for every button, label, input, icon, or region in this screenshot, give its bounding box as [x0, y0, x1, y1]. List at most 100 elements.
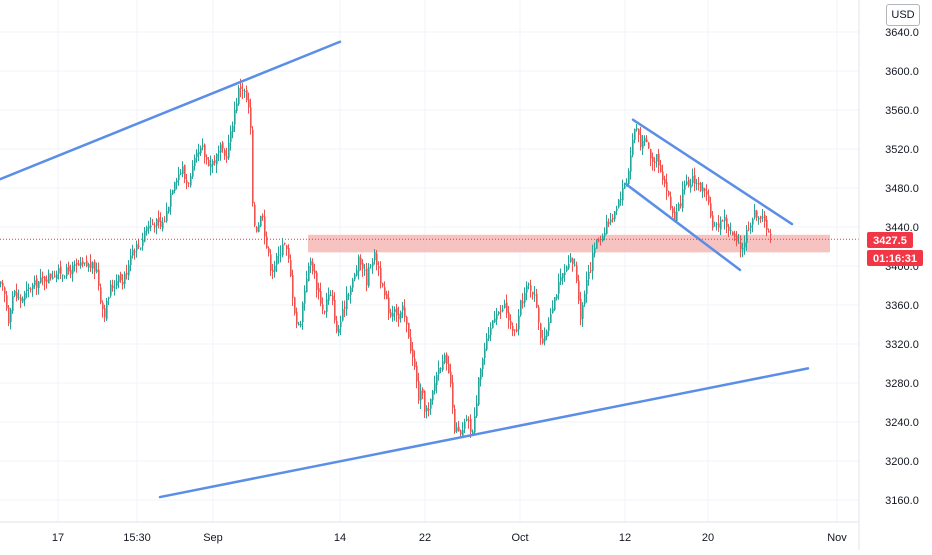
candle-down — [208, 159, 210, 167]
candle-up — [420, 390, 422, 401]
candle-up — [488, 334, 490, 339]
candle-up — [168, 206, 170, 212]
candle-down — [580, 298, 582, 320]
candle-up — [628, 170, 630, 185]
candle-down — [296, 311, 298, 325]
candle-up — [374, 252, 376, 261]
candle-up — [58, 267, 60, 274]
candle-down — [50, 273, 52, 278]
candle-up — [754, 210, 756, 218]
candle-up — [326, 299, 328, 312]
candle-down — [378, 266, 380, 269]
candle-down — [376, 253, 378, 266]
candle-down — [122, 281, 124, 285]
candle-up — [38, 281, 40, 289]
candle-up — [22, 298, 24, 302]
candle-up — [692, 175, 694, 184]
candle-up — [354, 274, 356, 280]
candle-down — [4, 287, 6, 295]
candle-up — [234, 109, 236, 125]
candle-down — [654, 161, 656, 163]
candle-up — [434, 383, 436, 391]
candle-up — [550, 314, 552, 323]
candle-up — [678, 204, 680, 211]
price-axis[interactable]: 3640.03600.03560.03520.03480.03440.03400… — [885, 27, 919, 507]
candle-up — [172, 190, 174, 195]
candle-up — [464, 421, 466, 429]
candle-up — [548, 322, 550, 331]
candle-down — [598, 239, 600, 241]
candle-up — [142, 239, 144, 246]
candle-up — [108, 297, 110, 300]
candle-up — [490, 327, 492, 335]
candle-up — [162, 222, 164, 229]
candle-up — [194, 157, 196, 167]
candle-up — [596, 239, 598, 249]
candle-up — [192, 166, 194, 177]
candle-up — [128, 264, 130, 276]
candle-up — [518, 315, 520, 330]
candle-up — [440, 368, 442, 370]
candle-up — [392, 313, 394, 317]
candle-up — [588, 272, 590, 280]
time-tick-label: 15:30 — [123, 532, 151, 544]
candle-down — [388, 297, 390, 314]
candle-up — [26, 289, 28, 292]
candles-layer — [0, 78, 772, 438]
candle-up — [302, 302, 304, 323]
candle-down — [406, 316, 408, 325]
candle-up — [372, 262, 374, 267]
candle-up — [278, 254, 280, 256]
candle-up — [562, 273, 564, 279]
candle-up — [218, 150, 220, 153]
candle-down — [538, 307, 540, 323]
candle-up — [560, 277, 562, 282]
candle-down — [410, 337, 412, 352]
candle-down — [16, 292, 18, 299]
candle-up — [432, 390, 434, 401]
time-tick-label: Oct — [511, 532, 528, 544]
candle-down — [512, 325, 514, 331]
candle-down — [468, 420, 470, 422]
candle-up — [196, 152, 198, 158]
candle-up — [232, 125, 234, 133]
candle-up — [742, 248, 744, 250]
trendline — [624, 182, 742, 272]
currency-button[interactable]: USD — [886, 4, 920, 26]
candle-up — [546, 331, 548, 337]
candle-up — [144, 230, 146, 242]
candle-up — [180, 172, 182, 174]
candle-up — [18, 297, 20, 299]
candle-up — [244, 91, 246, 93]
candle-up — [696, 183, 698, 185]
candle-down — [422, 388, 424, 393]
candle-up — [300, 323, 302, 326]
candle-down — [448, 363, 450, 374]
candle-up — [306, 278, 308, 293]
candle-down — [760, 216, 762, 219]
countdown-badge — [867, 250, 923, 266]
time-tick-label: 22 — [419, 532, 431, 544]
candle-down — [188, 182, 190, 184]
price-tick-label: 3200.0 — [885, 456, 919, 468]
candle-up — [502, 309, 504, 312]
candle-up — [146, 227, 148, 232]
candle-down — [44, 276, 46, 282]
candle-up — [74, 264, 76, 266]
price-tick-label: 3520.0 — [885, 144, 919, 156]
candle-down — [770, 233, 772, 235]
candle-up — [558, 281, 560, 294]
time-axis[interactable]: 17 15:30 Sep 14 22 Oct 12 20 Nov — [52, 532, 847, 544]
candle-up — [200, 147, 202, 154]
candle-down — [250, 107, 252, 129]
candle-down — [6, 295, 8, 309]
price-tick-label: 3480.0 — [885, 183, 919, 195]
candle-up — [744, 242, 746, 248]
candle-up — [686, 181, 688, 185]
candle-up — [190, 176, 192, 186]
candle-up — [216, 153, 218, 165]
candle-up — [480, 369, 482, 380]
candle-down — [224, 150, 226, 157]
candle-down — [536, 293, 538, 308]
